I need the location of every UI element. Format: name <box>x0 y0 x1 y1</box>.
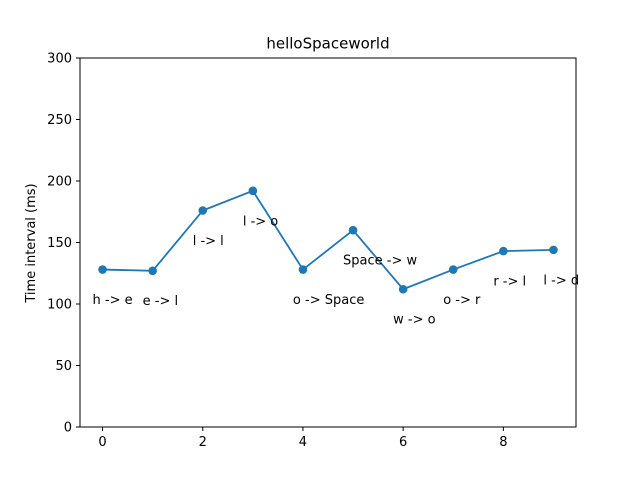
annotation-label: h -> e <box>93 293 133 308</box>
data-point <box>298 265 308 274</box>
y-axis-label: Time interval (ms) <box>24 183 39 303</box>
data-point <box>198 206 208 215</box>
annotation-label: l -> o <box>243 214 278 229</box>
annotation-label: l -> d <box>543 273 579 288</box>
annotation-label: e -> l <box>143 294 178 309</box>
y-tick-label: 200 <box>47 175 72 190</box>
data-point <box>448 265 458 274</box>
plot-frame <box>79 57 577 428</box>
y-tick-label: 150 <box>47 236 72 251</box>
chart-title: helloSpaceworld <box>266 35 389 53</box>
y-tick-label: 300 <box>47 52 72 67</box>
series-line <box>102 189 554 291</box>
data-point <box>499 246 508 256</box>
x-tick-label: 8 <box>499 435 507 450</box>
y-tick-label: 0 <box>64 421 72 436</box>
annotation-label: Space -> w <box>343 254 417 269</box>
data-point <box>348 225 358 235</box>
annotation-label: r -> l <box>493 275 526 290</box>
y-tick-label: 50 <box>55 359 72 374</box>
data-point <box>248 186 258 196</box>
data-point <box>398 284 408 294</box>
annotation-label: o -> r <box>443 293 481 308</box>
x-tick-label: 6 <box>399 435 407 450</box>
annotation-label: w -> o <box>393 313 435 328</box>
x-tick-label: 2 <box>199 435 207 450</box>
y-tick-label: 250 <box>47 113 72 128</box>
annotation-label: o -> Space <box>293 293 364 308</box>
x-tick-label: 4 <box>299 435 307 450</box>
annotation-label: l -> l <box>193 234 224 249</box>
y-tick-label: 100 <box>47 298 72 313</box>
data-point <box>549 245 558 255</box>
x-tick-label: 0 <box>98 435 106 450</box>
data-point <box>148 266 157 276</box>
data-point <box>98 265 107 274</box>
